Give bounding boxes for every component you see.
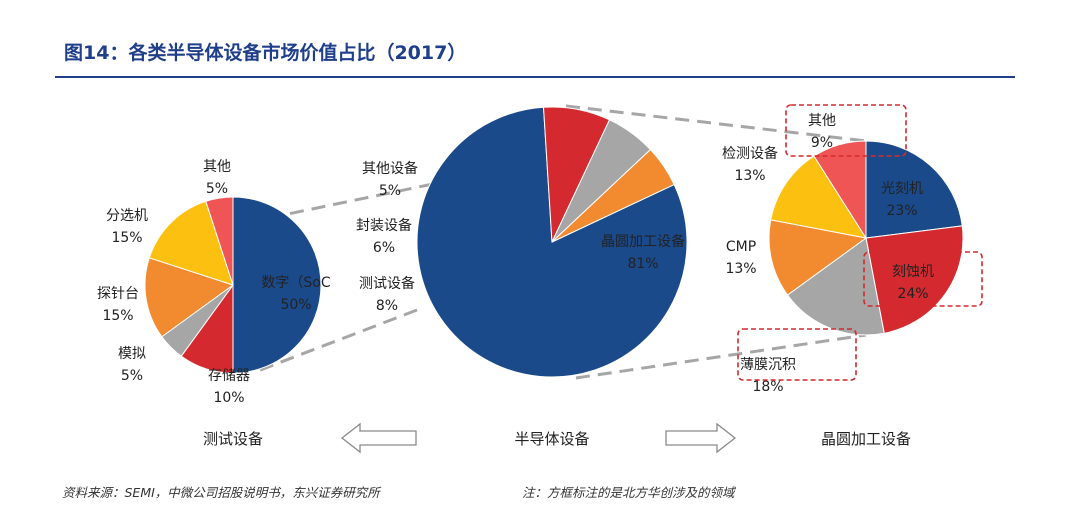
- left-arrow-icon: [340, 422, 417, 454]
- slice-label: 数字（SoC: [261, 275, 330, 291]
- pie-slice: [865, 225, 964, 334]
- connector-line: [575, 333, 867, 380]
- pie-slice: [865, 140, 963, 239]
- slice-label: 15%: [102, 308, 133, 324]
- slice-label: 13%: [734, 168, 765, 184]
- slice-label: 6%: [373, 240, 395, 256]
- slice-label: 13%: [725, 261, 756, 277]
- title-rule: [55, 76, 1015, 78]
- pie-slice: [232, 196, 322, 374]
- slice-label: 其他: [203, 159, 231, 175]
- slice-label: 光刻机: [881, 181, 923, 197]
- pie-slice: [416, 106, 688, 378]
- slice-label: 9%: [811, 135, 833, 151]
- slice-label: CMP: [726, 239, 756, 255]
- slice-label: 5%: [121, 368, 143, 384]
- slice-label: 模拟: [118, 346, 146, 362]
- connector-line: [254, 308, 418, 374]
- slice-label: 8%: [376, 298, 398, 314]
- pie-slice: [144, 257, 235, 338]
- slice-label: 其他: [808, 113, 836, 129]
- pie-slice: [768, 219, 868, 296]
- slice-label: 18%: [752, 379, 783, 395]
- slice-label: 测试设备: [359, 275, 415, 292]
- highlight-box: [785, 104, 907, 157]
- slice-label: 分选机: [106, 208, 148, 224]
- connector-line: [565, 104, 867, 143]
- slice-label: 23%: [886, 203, 917, 219]
- pie-slice: [551, 148, 675, 243]
- slice-label: 检测设备: [722, 145, 778, 162]
- highlight-box: [863, 251, 983, 307]
- chart-title: 图14：各类半导体设备市场价值占比（2017）: [64, 42, 467, 64]
- slice-label: 薄膜沉积: [740, 357, 796, 373]
- pie-slice: [813, 140, 867, 240]
- slice-label: 封装设备: [356, 217, 412, 234]
- pie-slice: [786, 237, 885, 336]
- slice-label: 5%: [379, 183, 401, 199]
- slice-label: 15%: [111, 230, 142, 246]
- slice-label: 50%: [280, 297, 311, 313]
- box-note: 注：方框标注的是北方华创涉及的领域: [522, 485, 735, 500]
- category-label: 晶圆加工设备: [821, 430, 911, 448]
- connector-line: [282, 182, 434, 217]
- slice-label: 探针台: [97, 286, 139, 302]
- slice-label: 其他设备: [362, 160, 418, 177]
- category-label: 半导体设备: [514, 430, 589, 448]
- highlight-box: [737, 328, 857, 381]
- category-label: 测试设备: [203, 430, 263, 448]
- pie-slice: [205, 196, 234, 286]
- source-note: 资料来源：SEMI，中微公司招股说明书，东兴证券研究所: [62, 485, 380, 500]
- slice-label: 5%: [206, 181, 228, 197]
- slice-label: 存储器: [208, 368, 250, 384]
- slice-label: 刻蚀机: [892, 264, 934, 280]
- right-arrow-icon: [665, 422, 737, 454]
- slice-label: 10%: [213, 390, 244, 406]
- slice-label: 晶圆加工设备: [601, 233, 685, 250]
- pie-slice: [148, 200, 234, 286]
- slice-label: 81%: [627, 256, 658, 272]
- slice-label: 24%: [897, 286, 928, 302]
- pie-slice: [770, 155, 868, 239]
